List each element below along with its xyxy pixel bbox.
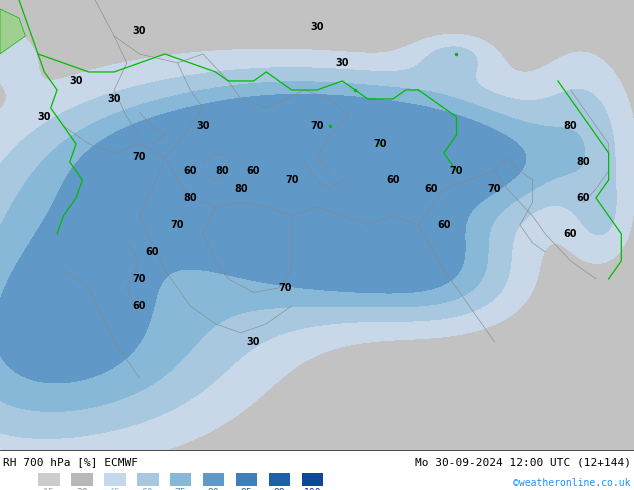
FancyBboxPatch shape: [137, 473, 158, 486]
FancyBboxPatch shape: [104, 473, 126, 486]
FancyBboxPatch shape: [170, 473, 191, 486]
Text: 70: 70: [133, 152, 146, 163]
Text: 90: 90: [208, 488, 219, 490]
Text: 60: 60: [386, 175, 400, 185]
Text: 99: 99: [274, 488, 285, 490]
Text: 30: 30: [310, 22, 324, 32]
FancyBboxPatch shape: [302, 473, 323, 486]
Text: 80: 80: [576, 157, 590, 167]
Text: 70: 70: [373, 139, 387, 149]
Text: 70: 70: [488, 184, 501, 194]
Text: 30: 30: [335, 58, 349, 68]
Text: 75: 75: [175, 488, 186, 490]
Text: 60: 60: [424, 184, 438, 194]
Text: 60: 60: [564, 229, 578, 239]
Text: 30: 30: [37, 112, 51, 122]
Text: 80: 80: [183, 193, 197, 203]
FancyBboxPatch shape: [38, 473, 60, 486]
Text: 30: 30: [133, 26, 146, 36]
Text: 70: 70: [171, 220, 184, 230]
Text: 15: 15: [43, 488, 55, 490]
Text: 80: 80: [564, 121, 578, 131]
FancyBboxPatch shape: [236, 473, 257, 486]
Text: 70: 70: [310, 121, 324, 131]
Text: 60: 60: [142, 488, 153, 490]
Text: Mo 30-09-2024 12:00 UTC (12+144): Mo 30-09-2024 12:00 UTC (12+144): [415, 457, 631, 467]
Text: 80: 80: [215, 166, 229, 176]
Text: 30: 30: [69, 76, 83, 86]
Text: 30: 30: [196, 121, 210, 131]
Text: 60: 60: [145, 247, 159, 257]
Text: 70: 70: [450, 166, 463, 176]
Text: 60: 60: [247, 166, 261, 176]
Text: 60: 60: [437, 220, 451, 230]
Text: 60: 60: [133, 301, 146, 311]
FancyBboxPatch shape: [269, 473, 290, 486]
Text: 60: 60: [183, 166, 197, 176]
Text: 100: 100: [304, 488, 321, 490]
Text: 60: 60: [576, 193, 590, 203]
Polygon shape: [0, 9, 25, 54]
Text: RH 700 hPa [%] ECMWF: RH 700 hPa [%] ECMWF: [3, 457, 138, 467]
Text: 45: 45: [109, 488, 120, 490]
Text: 95: 95: [241, 488, 252, 490]
Text: 30: 30: [76, 488, 87, 490]
Text: 70: 70: [133, 274, 146, 284]
Text: ©weatheronline.co.uk: ©weatheronline.co.uk: [514, 478, 631, 488]
Text: 30: 30: [107, 94, 121, 104]
Text: 70: 70: [278, 283, 292, 293]
Text: 70: 70: [285, 175, 299, 185]
FancyBboxPatch shape: [203, 473, 224, 486]
Text: 80: 80: [234, 184, 248, 194]
Text: 30: 30: [247, 337, 261, 347]
FancyBboxPatch shape: [71, 473, 93, 486]
